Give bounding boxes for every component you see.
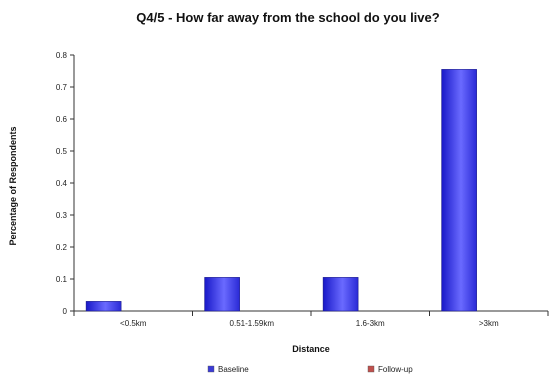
x-axis-label: Distance (292, 344, 330, 354)
y-tick-label: 0.4 (56, 179, 68, 188)
bar-baseline (441, 69, 477, 312)
y-tick-label: 0 (63, 307, 68, 316)
y-tick-label: 0.3 (56, 211, 68, 220)
legend-swatch (207, 365, 215, 373)
bar-baseline (322, 277, 359, 312)
y-axis-label: Percentage of Respondents (8, 126, 18, 245)
x-tick-label: 1.6-3km (356, 319, 385, 328)
y-tick-label: 0.5 (56, 147, 68, 156)
legend-label: Follow-up (378, 365, 413, 374)
x-tick-label: >3km (479, 319, 499, 328)
legend: Baseline Follow-up (207, 365, 413, 374)
chart-title: Q4/5 - How far away from the school do y… (136, 10, 439, 25)
x-tick-label: <0.5km (120, 319, 147, 328)
bar-baseline (204, 277, 240, 312)
y-tick-label: 0.6 (56, 115, 68, 124)
bar-baseline (85, 301, 122, 312)
plot-area: 0 0.1 0.2 0.3 0.4 0.5 0.6 0.7 0.8 <0.5km 0.51-1.59… (56, 51, 549, 328)
y-tick-label: 0.7 (56, 83, 68, 92)
x-tick-label: 0.51-1.59km (230, 319, 275, 328)
y-tick-label: 0.8 (56, 51, 68, 60)
y-tick-label: 0.1 (56, 275, 68, 284)
y-tick-label: 0.2 (56, 243, 68, 252)
legend-label: Baseline (218, 365, 249, 374)
legend-swatch (367, 365, 375, 373)
